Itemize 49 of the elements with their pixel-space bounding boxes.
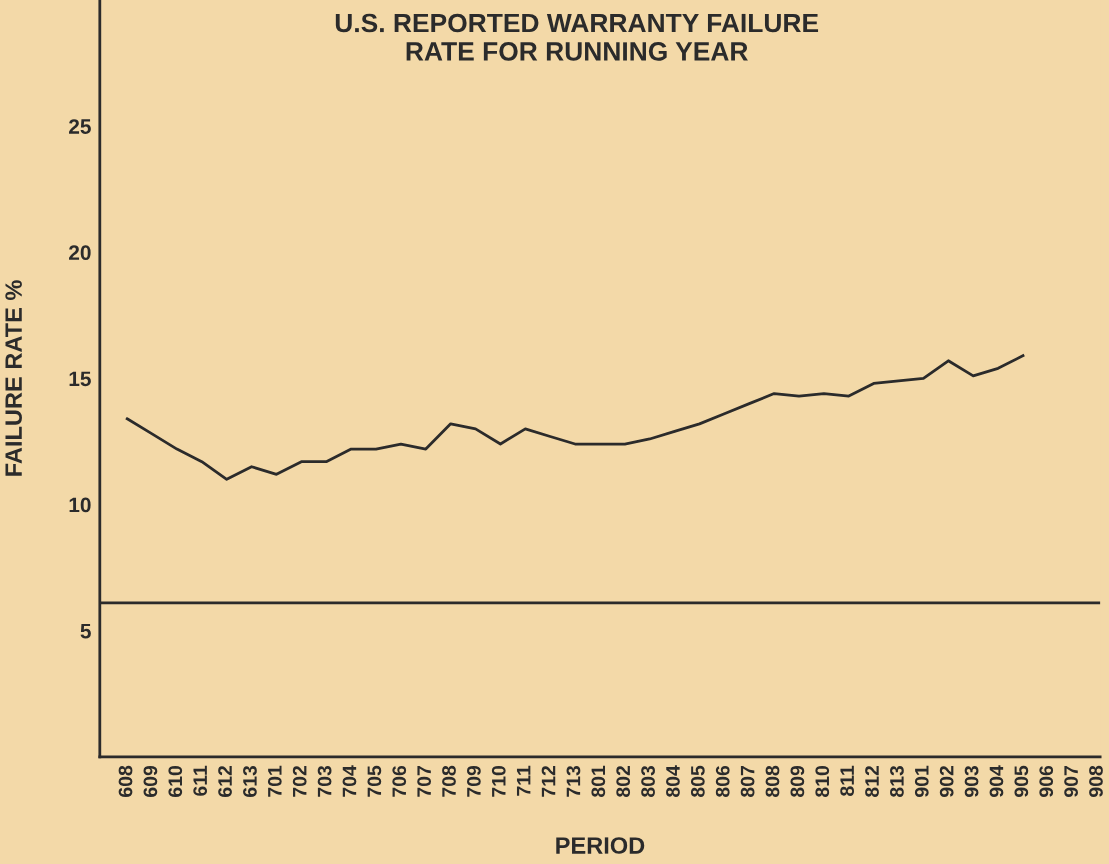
x-tick-label: 707 — [417, 766, 431, 797]
y-axis-title: FAILURE RATE % — [5, 280, 22, 476]
y-tick-label: 5 — [80, 623, 91, 639]
x-tick-label: 705 — [367, 765, 382, 797]
x-tick-label: 806 — [715, 765, 730, 798]
x-tick-label: 808 — [765, 765, 780, 798]
x-tick-label: 612 — [218, 765, 232, 797]
x-tick-label: 801 — [591, 765, 606, 798]
x-tick-label: 902 — [939, 765, 954, 797]
x-tick-label: 611 — [193, 765, 208, 796]
x-tick-label: 711 — [516, 765, 531, 796]
x-tick-label: 904 — [989, 765, 1004, 797]
y-tick-label: 20 — [69, 245, 91, 261]
x-tick-label: 703 — [317, 765, 332, 797]
x-tick-label: 811 — [840, 765, 855, 796]
line-series — [125, 354, 1025, 481]
x-tick-label: 807 — [740, 766, 755, 798]
x-axis-title: PERIOD — [556, 837, 645, 854]
x-tick-label: 701 — [267, 765, 282, 797]
x-tick-label: 706 — [392, 765, 407, 797]
x-tick-label: 805 — [690, 765, 705, 798]
x-tick-label: 608 — [118, 765, 133, 797]
x-tick-label: 708 — [442, 765, 456, 797]
x-tick-label: 610 — [168, 765, 183, 797]
x-tick-label: 810 — [815, 765, 830, 798]
x-tick-label: 609 — [143, 765, 158, 797]
y-tick-label: 25 — [69, 119, 91, 134]
x-tick-label: 613 — [243, 765, 257, 797]
x-tick-label: 905 — [1014, 765, 1029, 797]
x-tick-label: 712 — [541, 765, 556, 797]
x-tick-label: 804 — [666, 765, 680, 798]
x-tick-label: 907 — [1064, 766, 1078, 797]
x-tick-label: 802 — [616, 765, 631, 798]
x-tick-label: 813 — [890, 765, 904, 798]
x-tick-label: 713 — [566, 765, 581, 797]
x-tick-label: 809 — [790, 765, 805, 798]
x-tick-label: 710 — [491, 765, 506, 797]
x-tick-label: 906 — [1039, 765, 1054, 797]
x-tick-label: 812 — [865, 765, 879, 798]
x-tick-label: 702 — [292, 765, 307, 797]
y-tick-label: 15 — [69, 371, 91, 387]
x-tick-label: 704 — [342, 765, 357, 797]
y-tick-label: 10 — [69, 497, 91, 513]
x-tick-label: 908 — [1089, 765, 1103, 797]
x-tick-label: 903 — [964, 765, 979, 797]
x-tick-label: 803 — [641, 765, 655, 798]
x-tick-label: 901 — [914, 765, 929, 797]
x-tick-label: 709 — [467, 765, 481, 797]
text: U.S. REPORTED WARRANTY FAILURE RATE FOR RUNNING YEAR — [335, 13, 819, 61]
